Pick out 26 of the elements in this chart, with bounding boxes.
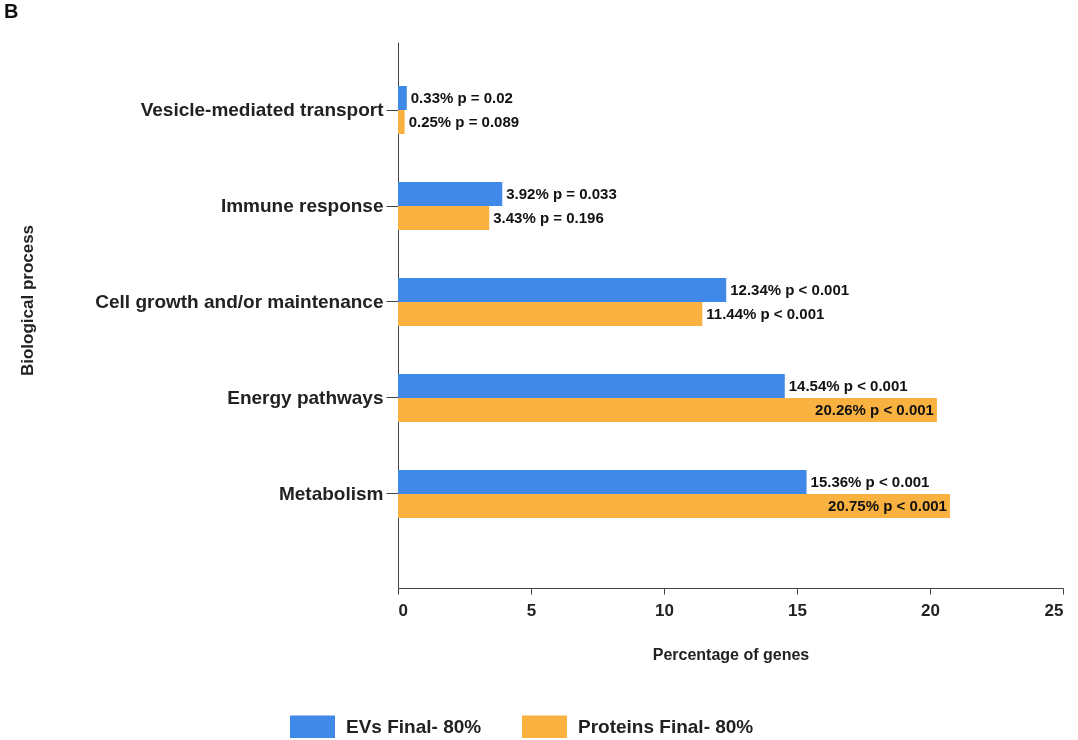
data-label: 20.75% p < 0.001 <box>828 496 947 514</box>
y-axis-title: Biological process <box>17 224 37 377</box>
x-tick-label: 20 <box>921 600 940 620</box>
text: B <box>4 0 19 22</box>
x-tick-label: 25 <box>1044 600 1064 620</box>
y-tick-label: Immune response <box>220 195 384 217</box>
data-label: 0.25% p = 0.089 <box>408 113 520 131</box>
data-label: 11.44% p < 0.001 <box>706 305 825 322</box>
y-tick-label: Cell growth and/or maintenance <box>95 291 384 312</box>
data-label: 0.33% p = 0.02 <box>410 89 513 107</box>
data-label: 14.54% p < 0.001 <box>788 376 908 394</box>
legend-label: Proteins Final- 80% <box>578 715 754 737</box>
x-tick-label: 15 <box>788 600 807 620</box>
data-label: 3.43% p = 0.196 <box>493 209 604 227</box>
y-tick-label: Vesicle-mediated transport <box>140 99 385 121</box>
y-tick-label: Energy pathways <box>227 386 384 408</box>
data-label: 12.34% p < 0.001 <box>730 281 850 298</box>
data-label: 15.36% p < 0.001 <box>810 472 930 490</box>
x-tick-label: 10 <box>655 600 674 620</box>
data-label: 20.26% p < 0.001 <box>815 400 934 418</box>
data-label: 3.92% p = 0.033 <box>506 185 617 203</box>
y-tick-label: Metabolism <box>278 482 384 504</box>
x-axis-title: Percentage of genes <box>652 645 810 663</box>
legend-label: EVs Final- 80% <box>346 715 482 737</box>
x-tick-label: 5 <box>526 600 537 620</box>
x-tick-label: 0 <box>398 600 408 620</box>
